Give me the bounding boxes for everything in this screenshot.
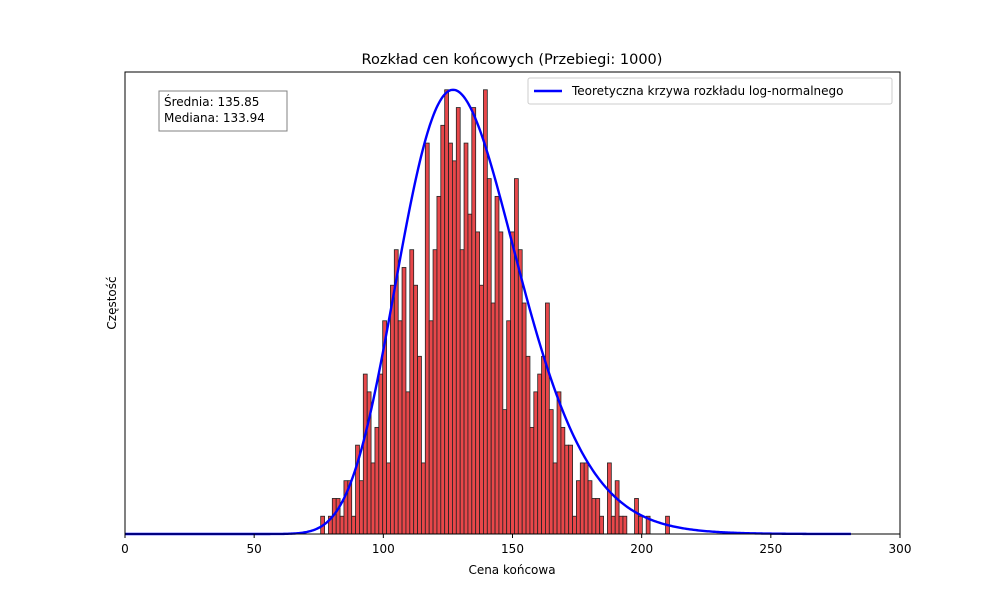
stats-box: Średnia: 135.85 Mediana: 133.94 <box>158 90 288 132</box>
x-axis-title: Cena końcowa <box>468 563 555 577</box>
x-tick-label: 50 <box>247 542 262 556</box>
histogram-bar <box>409 249 415 535</box>
histogram-bar <box>362 373 368 535</box>
histogram-bar <box>548 409 554 535</box>
y-axis-title: Częstość <box>105 276 119 329</box>
histogram-bar <box>440 124 446 535</box>
histogram-bar <box>490 302 496 535</box>
histogram-bar <box>486 178 492 535</box>
histogram-bar <box>583 462 589 535</box>
histogram-bar <box>455 107 461 535</box>
histogram-bar <box>579 462 585 535</box>
histogram-bar <box>498 231 504 535</box>
histogram-bar <box>436 195 442 535</box>
histogram-bar <box>459 249 465 535</box>
histogram-bar <box>634 498 639 535</box>
stats-median: Mediana: 133.94 <box>164 111 265 125</box>
chart-title: Rozkład cen końcowych (Przebiegi: 1000) <box>362 52 663 68</box>
histogram-bar <box>339 515 345 535</box>
histogram-bar <box>421 462 426 535</box>
stats-box-frame <box>158 90 288 132</box>
histogram-bar <box>510 231 515 535</box>
histogram-bars <box>320 89 670 535</box>
histogram-bar <box>378 373 384 535</box>
x-tick-label: 0 <box>121 542 129 556</box>
histogram-bar <box>401 267 407 535</box>
histogram-bar <box>607 462 612 535</box>
histogram-bar <box>622 515 628 535</box>
histogram-bar <box>494 195 500 535</box>
histogram-bar <box>413 284 418 535</box>
histogram-bar <box>599 515 604 535</box>
histogram-bar <box>502 409 508 535</box>
histogram-bar <box>428 320 434 535</box>
histogram-bar <box>424 142 430 535</box>
stats-mean: Średnia: 135.85 <box>164 94 259 109</box>
x-tick-label: 250 <box>759 542 782 556</box>
histogram-bar <box>587 480 593 535</box>
histogram-bar <box>537 373 542 535</box>
legend-entry-curve: Teoretyczna krzywa rozkładu log-normalne… <box>571 84 844 98</box>
histogram-bar <box>564 444 570 535</box>
histogram-bar <box>359 480 364 535</box>
legend: Teoretyczna krzywa rozkładu log-normalne… <box>527 77 893 105</box>
histogram-bar <box>545 302 550 535</box>
histogram-bar <box>467 213 473 535</box>
histogram-bar <box>448 142 453 535</box>
histogram-bar <box>572 515 577 535</box>
histogram-bar <box>506 320 511 535</box>
histogram-bar <box>595 498 601 535</box>
histogram-bar <box>556 391 562 535</box>
histogram-bar <box>614 480 620 535</box>
histogram-bar <box>386 462 391 535</box>
histogram-bar <box>463 142 469 535</box>
histogram-bar <box>444 89 449 535</box>
histogram-bar <box>417 355 422 535</box>
x-tick-label: 100 <box>372 542 395 556</box>
histogram-bar <box>432 249 438 535</box>
histogram-bar <box>529 426 535 535</box>
histogram-bar <box>390 284 395 535</box>
histogram-bar <box>517 249 523 535</box>
histogram-bar <box>475 231 480 535</box>
x-axis-ticks: 0 50 100 150 200 250 300 <box>121 534 911 556</box>
histogram-bar <box>568 444 573 535</box>
histogram-bar <box>560 426 566 535</box>
histogram-bar <box>479 284 484 535</box>
histogram-bar <box>405 391 411 535</box>
legend-box <box>527 77 893 105</box>
histogram-bar <box>521 302 527 535</box>
x-tick-label: 200 <box>630 542 653 556</box>
histogram-bar <box>397 320 403 535</box>
histogram-bar <box>618 515 624 535</box>
histogram-bar <box>351 515 356 535</box>
histogram-bar <box>533 391 539 535</box>
histogram-bar <box>525 355 531 535</box>
histogram-bar <box>552 462 558 535</box>
x-tick-label: 150 <box>501 542 524 556</box>
histogram-bar <box>514 178 519 535</box>
x-tick-label: 300 <box>889 542 912 556</box>
histogram-bar <box>471 107 477 535</box>
histogram-bar <box>591 498 597 535</box>
histogram-bar <box>335 498 341 535</box>
histogram-bar <box>576 480 581 535</box>
histogram-bar <box>483 89 488 535</box>
histogram-bar <box>452 160 457 535</box>
histogram-bar <box>541 355 546 535</box>
histogram-bar <box>374 426 380 535</box>
histogram-bar <box>610 515 616 535</box>
histogram-bar <box>370 462 376 535</box>
histogram-bar <box>638 515 643 535</box>
